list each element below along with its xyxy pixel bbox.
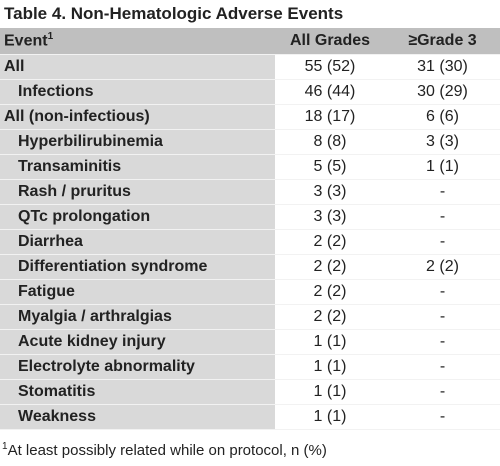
table-row: Rash / pruritus 3 (3) -	[0, 179, 500, 205]
table-row: Differentiation syndrome 2 (2) 2 (2)	[0, 254, 500, 280]
value-cell: 3 (3)	[275, 179, 385, 205]
value-cell: 55 (52)	[275, 54, 385, 80]
value-cell: 2 (2)	[385, 254, 500, 280]
table-body: All 55 (52) 31 (30) Infections 46 (44) 30 (29…	[0, 54, 500, 430]
event-cell: Weakness	[0, 404, 275, 430]
value-cell: -	[385, 179, 500, 205]
table-title: Table 4. Non-Hematologic Adverse Events	[4, 4, 344, 23]
value-cell: 1 (1)	[385, 154, 500, 180]
table-row: Infections 46 (44) 30 (29)	[0, 79, 500, 105]
event-cell: Transaminitis	[0, 154, 275, 180]
value-cell: -	[385, 304, 500, 330]
value-cell: 2 (2)	[275, 304, 385, 330]
event-cell: Differentiation syndrome	[0, 254, 275, 280]
value-cell: 30 (29)	[385, 79, 500, 105]
value-cell: 1 (1)	[275, 354, 385, 380]
table-row: Fatigue 2 (2) -	[0, 279, 500, 305]
value-cell: 31 (30)	[385, 54, 500, 80]
table-row: Electrolyte abnormality 1 (1) -	[0, 354, 500, 380]
value-cell: 5 (5)	[275, 154, 385, 180]
value-cell: 1 (1)	[275, 404, 385, 430]
header-text: Event	[4, 32, 48, 50]
value-cell: -	[385, 279, 500, 305]
value-cell: -	[385, 204, 500, 230]
table: Event1 All Grades ≥Grade 3 All 55 (52) 31 …	[0, 28, 500, 430]
event-cell: Infections	[0, 79, 275, 105]
event-cell: All (non-infectious)	[0, 104, 275, 130]
value-cell: 3 (3)	[275, 204, 385, 230]
table-row: Weakness 1 (1) -	[0, 404, 500, 430]
footnote-mark: 1	[2, 441, 8, 452]
footnote: 1At least possibly related while on prot…	[2, 441, 327, 459]
header-cell: All Grades	[275, 28, 385, 55]
value-cell: 1 (1)	[275, 379, 385, 405]
value-cell: 2 (2)	[275, 279, 385, 305]
value-cell: 18 (17)	[275, 104, 385, 130]
footnote-text: At least possibly related while on proto…	[7, 442, 327, 459]
table-row: Transaminitis 5 (5) 1 (1)	[0, 154, 500, 180]
table-row: Stomatitis 1 (1) -	[0, 379, 500, 405]
event-cell: All	[0, 54, 275, 80]
table-row: Hyperbilirubinemia 8 (8) 3 (3)	[0, 129, 500, 155]
value-cell: -	[385, 229, 500, 255]
value-cell: 8 (8)	[275, 129, 385, 155]
header-cell: ≥Grade 3	[385, 28, 500, 55]
value-cell: -	[385, 404, 500, 430]
event-cell: Hyperbilirubinemia	[0, 129, 275, 155]
table-row: Acute kidney injury 1 (1) -	[0, 329, 500, 355]
value-cell: 2 (2)	[275, 229, 385, 255]
value-cell: -	[385, 329, 500, 355]
header-row: Event1 All Grades ≥Grade 3	[0, 28, 500, 55]
table-row: Diarrhea 2 (2) -	[0, 229, 500, 255]
header-cell: Event1	[0, 28, 275, 55]
value-cell: 3 (3)	[385, 129, 500, 155]
table-row: Myalgia / arthralgias 2 (2) -	[0, 304, 500, 330]
event-cell: Acute kidney injury	[0, 329, 275, 355]
footnote-mark: 1	[47, 31, 54, 43]
value-cell: -	[385, 379, 500, 405]
event-cell: Diarrhea	[0, 229, 275, 255]
table-row: All 55 (52) 31 (30)	[0, 54, 500, 80]
value-cell: 46 (44)	[275, 79, 385, 105]
value-cell: -	[385, 354, 500, 380]
table-row: QTc prolongation 3 (3) -	[0, 204, 500, 230]
value-cell: 2 (2)	[275, 254, 385, 280]
event-cell: Stomatitis	[0, 379, 275, 405]
value-cell: 1 (1)	[275, 329, 385, 355]
event-cell: Electrolyte abnormality	[0, 354, 275, 380]
value-cell: 6 (6)	[385, 104, 500, 130]
event-cell: Fatigue	[0, 279, 275, 305]
event-cell: QTc prolongation	[0, 204, 275, 230]
table-row: All (non-infectious) 18 (17) 6 (6)	[0, 104, 500, 130]
event-cell: Myalgia / arthralgias	[0, 304, 275, 330]
event-cell: Rash / pruritus	[0, 179, 275, 205]
